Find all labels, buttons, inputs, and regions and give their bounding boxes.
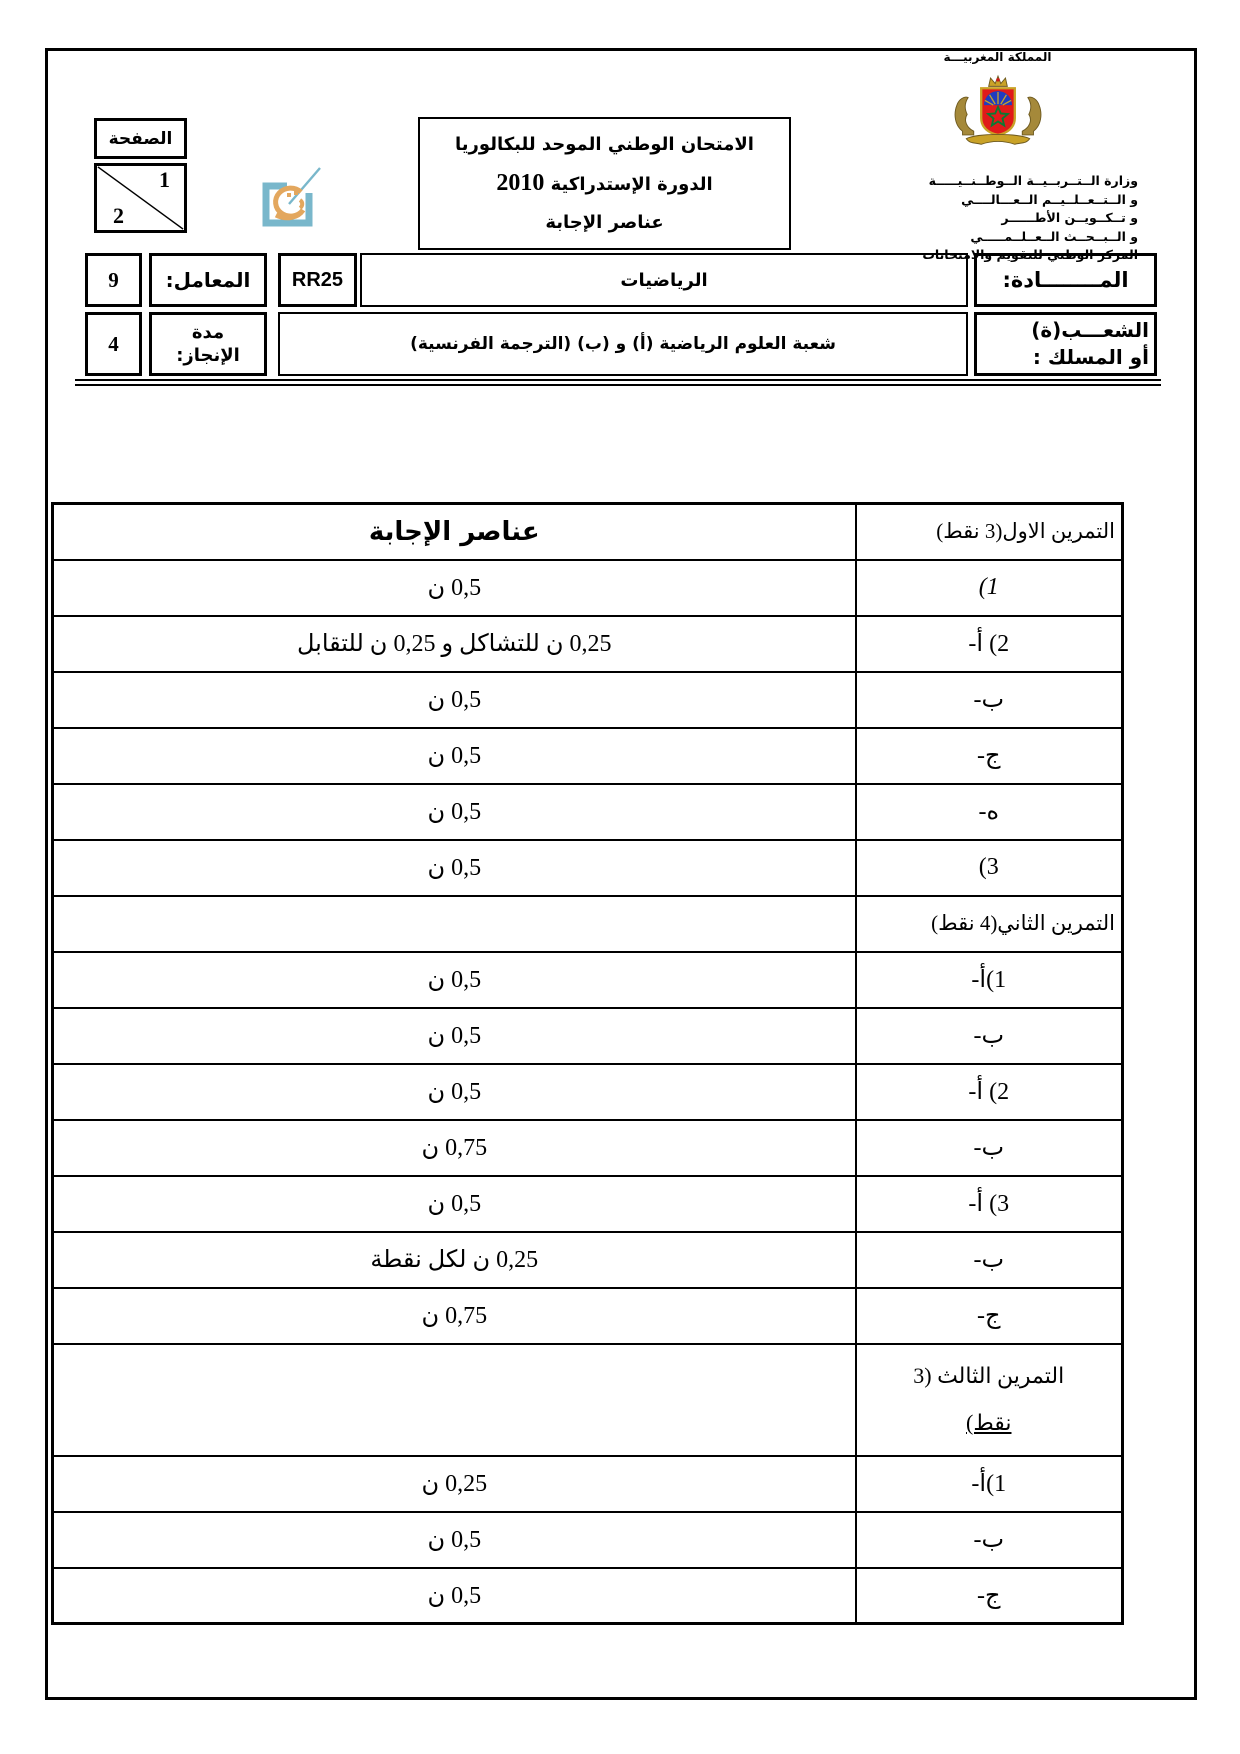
exercise-label-cell: التمرين الثاني(4 نقط) — [854, 894, 1124, 953]
table-header-row: التمرين الاول(3 نقط) عناصر الإجابة — [51, 502, 1124, 561]
answer-points-cell: 0,5 ن — [51, 838, 857, 897]
exercise-label-cell: 1)أ- — [854, 1454, 1124, 1513]
exercise-label-cell: التمرين الثالث (3 نقط) — [854, 1342, 1124, 1457]
answer-points-cell: 0,25 ن — [51, 1454, 857, 1513]
answer-row: 1)أ- 0,5 ن — [51, 950, 1124, 1009]
answer-points-cell: 0,5 ن — [51, 1510, 857, 1569]
exam-year: 2010 — [496, 170, 545, 196]
exercise-label-cell: ب- — [854, 670, 1124, 729]
answer-points-cell: 0,75 ن — [51, 1118, 857, 1177]
exam-title-box: الامتحان الوطني الموحد للبكالوريا الدورة… — [418, 117, 791, 250]
ministry-text-block: وزارة الــتــربــيــة الــوطــنــيـــــة… — [880, 172, 1138, 265]
ministry-line: و تــكــويــن الأطــــــر — [1001, 210, 1138, 225]
exercise-label-cell: 2) أ- — [854, 1062, 1124, 1121]
answer-row: 3) 0,5 ن — [51, 838, 1124, 897]
section-row: التمرين الثالث (3 نقط) — [51, 1342, 1124, 1457]
branch-value: شعبة العلوم الرياضية (أ) و (ب) (الترجمة … — [278, 312, 968, 376]
answer-points-cell: 0,5 ن — [51, 1062, 857, 1121]
answer-key-table: التمرين الاول(3 نقط) عناصر الإجابة 1) 0,5… — [51, 502, 1124, 1625]
answer-points-cell: 0,25 ن لكل نقطة — [51, 1230, 857, 1289]
answer-points-cell: 0,5 ن — [51, 1006, 857, 1065]
exercise1-header-cell: التمرين الاول(3 نقط) — [854, 502, 1124, 561]
page-border — [45, 48, 1197, 1700]
exercise-label-cell: 3) — [854, 838, 1124, 897]
answer-points-cell: 0,5 ن — [51, 782, 857, 841]
exercise-label-cell: ج- — [854, 1286, 1124, 1345]
exam-code: RR25 — [278, 253, 357, 307]
answer-row: 2) أ- 0,5 ن — [51, 1062, 1124, 1121]
answer-row: ب- 0,5 ن — [51, 670, 1124, 729]
answer-points-cell: 0,25 ن للتشاكل و 0,25 ن للتقابل — [51, 614, 857, 673]
exercise-label-cell: 2) أ- — [854, 614, 1124, 673]
branch-label-line1: الشعـــب(ة) — [1031, 318, 1149, 342]
answer-row: ب- 0,5 ن — [51, 1006, 1124, 1065]
answer-points-cell: 0,75 ن — [51, 1286, 857, 1345]
exam-title-line1: الامتحان الوطني الموحد للبكالوريا — [455, 134, 754, 155]
answer-row: ه- 0,5 ن — [51, 782, 1124, 841]
exercise-label-cell: ج- — [854, 726, 1124, 785]
answer-row: 2) أ- 0,25 ن للتشاكل و 0,25 ن للتقابل — [51, 614, 1124, 673]
duration-value: 4 — [85, 312, 142, 376]
subject-value: الرياضيات — [360, 253, 968, 307]
page-fraction-box: 1 2 — [94, 163, 187, 233]
coefficient-label: المعامل: — [149, 253, 267, 307]
answer-row: ج- 0,5 ن — [51, 726, 1124, 785]
diagonal-line — [97, 166, 184, 230]
exercise-label-cell: 1)أ- — [854, 950, 1124, 1009]
answer-row: 1) 0,5 ن — [51, 558, 1124, 617]
exercise-label-cell: ب- — [854, 1230, 1124, 1289]
exercise-label-cell: ه- — [854, 782, 1124, 841]
session-text: الدورة الإستدراكية — [550, 174, 713, 195]
answer-points-cell: 0,5 ن — [51, 726, 857, 785]
answer-points-cell: 0,5 ن — [51, 950, 857, 1009]
branch-label-line2: أو المسلك : — [1032, 345, 1149, 369]
total-pages: 2 — [113, 203, 124, 228]
answer-row: 3) أ- 0,5 ن — [51, 1174, 1124, 1233]
ministry-line: و الــبــحــث الــعــلــمـــــي — [970, 228, 1138, 244]
page-number: 1 — [159, 167, 170, 192]
duration-label: مدة الإنجاز: — [149, 312, 267, 376]
exercise-label-cell: ب- — [854, 1006, 1124, 1065]
answer-points-cell: 0,5 ن — [51, 670, 857, 729]
answer-points-cell: 0,5 ن — [51, 1566, 857, 1625]
morocco-coat-of-arms-icon — [954, 74, 1042, 145]
ministry-line: وزارة الــتــربــيــة الــوطــنــيـــــة — [928, 173, 1138, 188]
answer-points-cell — [51, 894, 857, 953]
answer-points-cell: 0,5 ن — [51, 558, 857, 617]
kingdom-title: المملكة المغربيـــة — [943, 50, 1052, 64]
answer-table-body: 1) 0,5 ن 2) أ- 0,25 ن للتشاكل و 0,25 ن للتق… — [51, 558, 1124, 1625]
section-row: التمرين الثاني(4 نقط) — [51, 894, 1124, 953]
page-label-box: الصفحة — [94, 118, 187, 159]
answer-row: ب- 0,25 ن لكل نقطة — [51, 1230, 1124, 1289]
answer-row: ب- 0,5 ن — [51, 1510, 1124, 1569]
center-logo-icon — [262, 167, 321, 227]
answer-row: 1)أ- 0,25 ن — [51, 1454, 1124, 1513]
coefficient-value: 9 — [85, 253, 142, 307]
exercise-label-cell: 3) أ- — [854, 1174, 1124, 1233]
branch-label: الشعـــب(ة) أو المسلك : — [974, 312, 1157, 376]
exam-title-line2: الدورة الإستدراكية 2010 — [496, 170, 712, 197]
duration-label-line1: مدة — [191, 321, 225, 343]
answer-points-cell: 0,5 ن — [51, 1174, 857, 1233]
ministry-line: و الــتــعــلــيــم الــعـــالــــي — [961, 191, 1138, 207]
subject-label: المــــــــادة: — [974, 253, 1157, 307]
double-rule-divider — [75, 379, 1161, 386]
exercise-label-cell: 1) — [854, 558, 1124, 617]
exercise-label-cell: ب- — [854, 1118, 1124, 1177]
answer-row: ج- 0,75 ن — [51, 1286, 1124, 1345]
exam-title-line3: عناصر الإجابة — [545, 212, 664, 233]
answer-row: ج- 0,5 ن — [51, 1566, 1124, 1625]
answer-points-cell — [51, 1342, 857, 1457]
duration-label-line2: الإنجاز: — [176, 345, 240, 366]
answer-elements-header-cell: عناصر الإجابة — [51, 502, 857, 561]
exercise-label-cell: ب- — [854, 1510, 1124, 1569]
answer-row: ب- 0,75 ن — [51, 1118, 1124, 1177]
exercise-label-cell: ج- — [854, 1566, 1124, 1625]
